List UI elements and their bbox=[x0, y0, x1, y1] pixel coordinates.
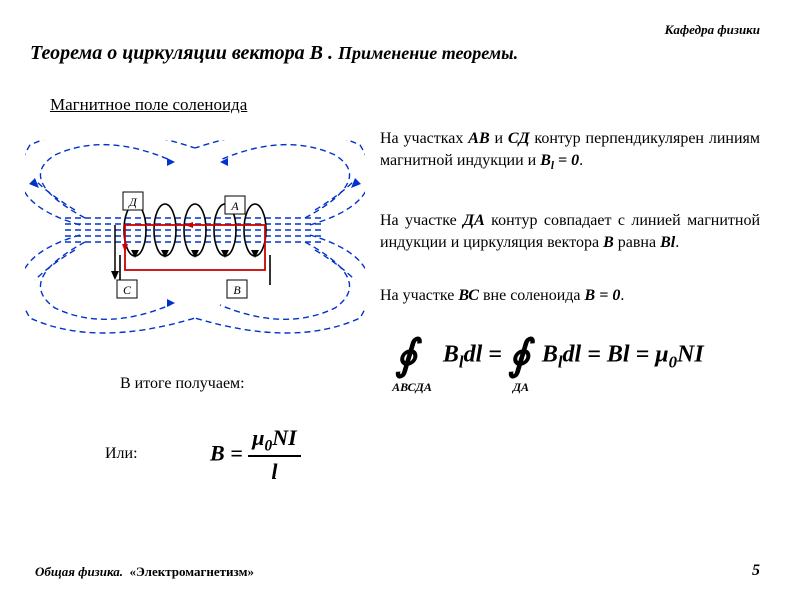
formula-b-final: B = μ0NI l bbox=[210, 425, 301, 485]
label-B: В bbox=[233, 283, 241, 297]
solenoid-diagram: Д А С В bbox=[25, 140, 365, 340]
dept-label: Кафедра физики bbox=[665, 22, 760, 38]
label-D: Д bbox=[128, 195, 138, 209]
or-label: Или: bbox=[105, 445, 138, 463]
formula-circulation: ∮ АВСДА Bldl = ∮ ДА Bldl = Bl = μ0NI bbox=[395, 335, 704, 377]
paragraph-3: На участке ВС вне соленоида B = 0. bbox=[380, 285, 760, 307]
page-title: Теорема о циркуляции вектора В . Примене… bbox=[30, 42, 518, 65]
footer-left: Общая физика. «Электромагнетизм» bbox=[35, 564, 254, 580]
title-sub: Применение теоремы. bbox=[338, 43, 518, 63]
paragraph-2: На участке ДА контур совпадает с линией … bbox=[380, 210, 760, 253]
paragraph-1: На участках АВ и СД контур перпендикуляр… bbox=[380, 128, 760, 174]
label-A: А bbox=[230, 199, 239, 213]
section-title: Магнитное поле соленоида bbox=[50, 95, 247, 115]
title-main: Теорема о циркуляции вектора В . bbox=[30, 42, 338, 64]
result-label: В итоге получаем: bbox=[120, 375, 245, 393]
label-C: С bbox=[123, 283, 132, 297]
page-number: 5 bbox=[752, 562, 760, 580]
